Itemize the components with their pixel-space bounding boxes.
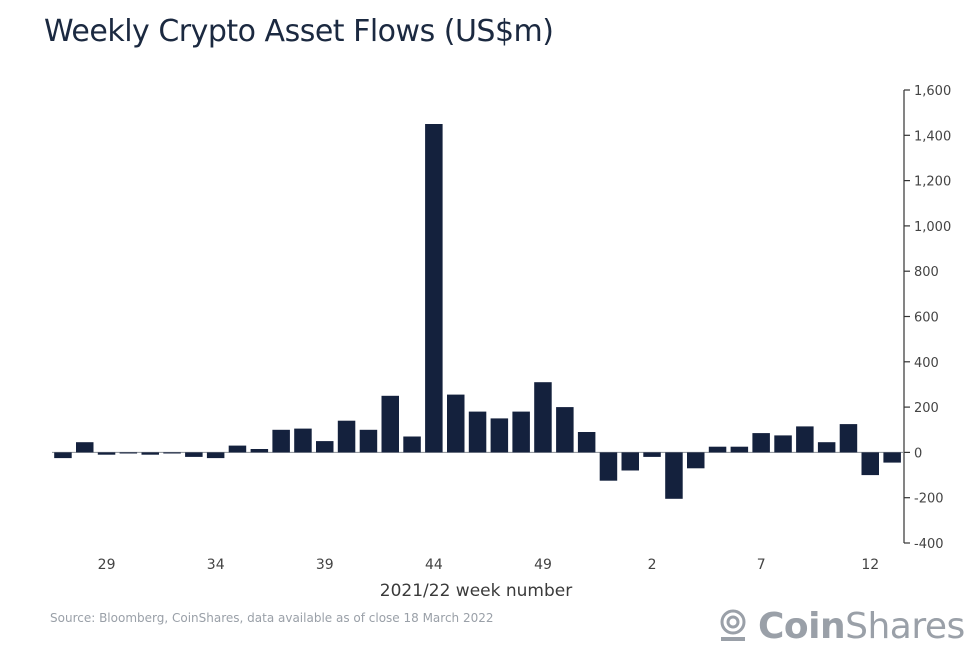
y-tick-label: 400 bbox=[914, 356, 939, 371]
bars-group bbox=[52, 124, 903, 499]
y-tick-label: 1,600 bbox=[914, 84, 951, 99]
y-tick-label: 1,200 bbox=[914, 175, 951, 190]
x-tick-label: 34 bbox=[207, 557, 225, 573]
bar-week-40 bbox=[337, 420, 356, 453]
bar-week-6 bbox=[730, 446, 749, 453]
bar-week-52 bbox=[599, 452, 618, 481]
bar-week-1 bbox=[621, 452, 639, 471]
bar-week-7 bbox=[752, 433, 770, 453]
bar-chart: -400 -200 0 200 400 600 800 1,000 1,200 1,400 1,60… bbox=[52, 84, 951, 600]
bar-week-5 bbox=[708, 446, 727, 453]
coinshares-logo: CoinShares bbox=[716, 603, 965, 649]
x-tick-label: 44 bbox=[425, 557, 443, 573]
bar-week-38 bbox=[294, 428, 312, 453]
y-tick-label: 600 bbox=[914, 311, 939, 326]
bar-week-9 bbox=[796, 426, 814, 453]
y-tick-label: 800 bbox=[914, 265, 939, 280]
bar-week-8 bbox=[774, 435, 792, 453]
x-axis-label: 2021/22 week number bbox=[380, 581, 572, 600]
bar-week-11 bbox=[839, 424, 858, 453]
x-tick-labels: 29 34 39 44 49 2 7 12 bbox=[98, 557, 880, 573]
bar-week-29 bbox=[97, 452, 116, 455]
bar-week-12 bbox=[861, 452, 879, 476]
bar-week-34 bbox=[206, 452, 225, 459]
source-note: Source: Bloomberg, CoinShares, data avai… bbox=[50, 611, 494, 625]
bar-week-49 bbox=[534, 382, 552, 453]
y-tick-label: 1,400 bbox=[914, 129, 951, 144]
bar-week-10 bbox=[817, 442, 836, 453]
bar-week-33 bbox=[185, 452, 203, 457]
bar-week-48 bbox=[512, 411, 530, 453]
y-axis: -400 -200 0 200 400 600 800 1,000 1,200 1,400 1,60… bbox=[903, 84, 951, 552]
bar-week-50 bbox=[556, 407, 574, 453]
bar-week-36 bbox=[250, 449, 269, 453]
logo-text: CoinShares bbox=[758, 606, 965, 647]
bar-week-2 bbox=[643, 452, 661, 457]
bar-week-37 bbox=[272, 429, 290, 453]
bar-week-42 bbox=[381, 395, 399, 453]
y-tick-label: 1,000 bbox=[914, 220, 951, 235]
y-tick-label: 200 bbox=[914, 401, 939, 416]
bar-week-38 bbox=[883, 452, 901, 463]
x-tick-label: 7 bbox=[757, 557, 766, 573]
bar-week-4 bbox=[687, 452, 705, 469]
x-tick-label: 12 bbox=[861, 557, 879, 573]
coinshares-logo-icon bbox=[720, 609, 746, 641]
bar-week-3 bbox=[665, 452, 683, 499]
bar-week-39 bbox=[316, 441, 334, 453]
y-tick-label: -200 bbox=[914, 492, 944, 507]
x-tick-label: 49 bbox=[534, 557, 552, 573]
logo-text-coin: Coin bbox=[758, 605, 846, 647]
bar-week-32 bbox=[163, 452, 181, 454]
bar-week-51 bbox=[577, 432, 596, 453]
x-tick-label: 2 bbox=[648, 557, 657, 573]
bar-week-45 bbox=[447, 394, 465, 453]
bar-week-43 bbox=[403, 436, 421, 453]
x-tick-label: 29 bbox=[98, 557, 116, 573]
bar-week-47 bbox=[490, 418, 509, 453]
bar-week-35 bbox=[228, 445, 247, 453]
x-tick-label: 39 bbox=[316, 557, 334, 573]
bar-week-44 bbox=[425, 124, 443, 453]
bar-week-28 bbox=[76, 442, 94, 453]
logo-text-shares: Shares bbox=[845, 605, 965, 647]
bar-week-46 bbox=[468, 411, 487, 453]
chart-title: Weekly Crypto Asset Flows (US$m) bbox=[44, 14, 554, 49]
bar-week-30 bbox=[119, 452, 138, 454]
bar-week-27 bbox=[54, 452, 72, 459]
bar-week-31 bbox=[141, 452, 159, 455]
bar-week-41 bbox=[359, 429, 378, 453]
y-tick-label: 0 bbox=[914, 446, 922, 461]
y-tick-label: -400 bbox=[914, 537, 944, 552]
